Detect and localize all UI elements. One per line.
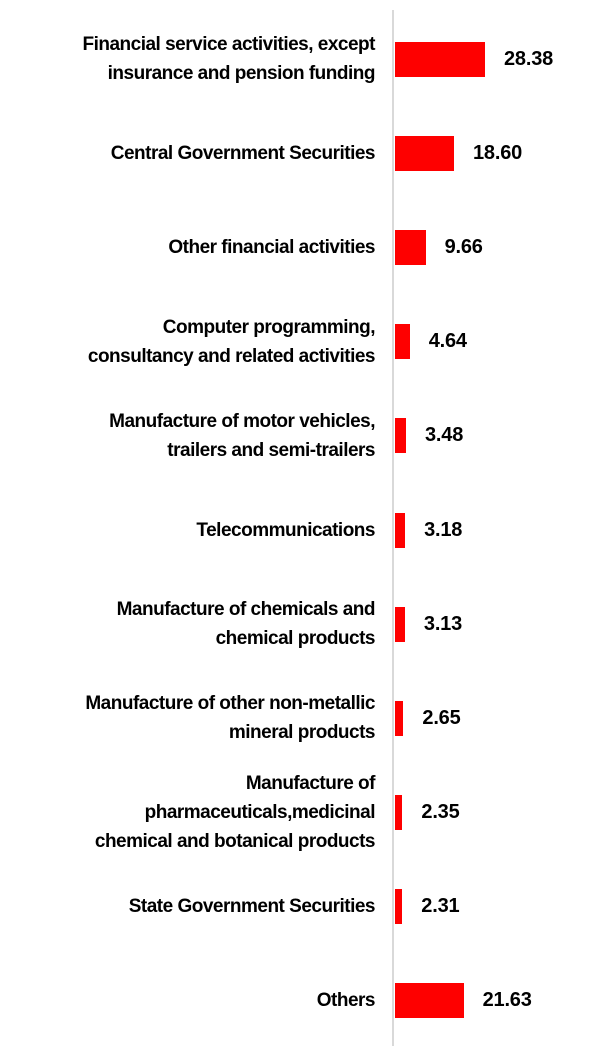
category-label-line: Central Government Securities [110,142,376,164]
bar [395,606,405,642]
category-label-line: trailers and semi-trailers [167,439,375,461]
chart-row: Manufacture of motor vehicles, trailers a… [0,389,607,483]
category-label: Manufacture of other non-metallic mineral… [0,689,375,747]
value-label: 9.66 [444,235,483,258]
category-label: Central Government Securities [0,139,376,168]
bar [395,135,454,171]
category-label: Manufacture of motor vehicles, trailers a… [0,407,375,465]
value-label: 3.48 [425,424,464,447]
bar [395,324,410,360]
category-label-line: Telecommunications [196,519,375,541]
chart-row: Other financial activities 9.66 [0,200,607,294]
value-label: 4.64 [428,330,467,353]
chart-row: Manufacture of other non-metallic mineral… [0,671,607,765]
category-axis-line [392,10,394,1046]
category-label-line: Manufacture of motor vehicles, [109,410,375,432]
bar-zone: 2.35 [395,795,460,831]
chart-row: Central Government Securities 18.60 [0,106,607,200]
bar [395,418,406,454]
chart-row: Others 21.63 [0,954,607,1048]
value-label: 21.63 [482,989,532,1012]
category-label: Manufacture of chemicals and chemical pro… [0,595,376,653]
bar-zone: 3.48 [395,418,464,454]
bar [395,700,404,736]
category-label-line: Manufacture of other non-metallic [85,693,375,715]
chart-row: State Government Securities 2.31 [0,860,607,954]
category-label-line: State Government Securities [128,896,376,918]
category-label: Other financial activities [0,233,375,262]
value-label: 2.65 [422,706,461,729]
chart-row: Computer programming, consultancy and rel… [0,295,607,389]
bar-zone: 2.31 [395,889,460,925]
chart-rows: Financial service activities, except insu… [0,12,607,1048]
category-label-line: Others [316,990,376,1012]
chart-row: Manufacture of chemicals and chemical pro… [0,577,607,671]
bar-zone: 2.65 [395,700,461,736]
category-label: Manufacture of pharmaceuticals,medicinal c… [0,769,376,856]
bar [395,889,403,925]
category-label-line: Computer programming, [162,316,376,338]
bar-zone: 21.63 [395,983,532,1019]
category-label: Telecommunications [0,516,375,545]
category-label-line: insurance and pension funding [107,63,376,85]
bar-zone: 4.64 [395,324,467,360]
bar [395,512,406,548]
value-label: 18.60 [473,141,523,164]
bar-zone: 28.38 [395,41,554,77]
chart-row: Financial service activities, except insu… [0,12,607,106]
category-label: Financial service activities, except insu… [0,30,375,88]
chart-row: Manufacture of pharmaceuticals,medicinal c… [0,766,607,860]
category-label-line: mineral products [228,722,376,744]
bar [395,41,485,77]
category-label-line: Manufacture of chemicals and [116,599,376,621]
bar [395,795,403,831]
category-label-line: Financial service activities, except [82,34,375,56]
bar-zone: 3.13 [395,606,463,642]
chart-row: Telecommunications 3.18 [0,483,607,577]
value-label: 28.38 [504,47,554,70]
bar [395,983,464,1019]
value-label: 3.18 [424,518,463,541]
category-label: State Government Securities [0,892,376,921]
category-label: Others [0,986,376,1015]
category-label-line: chemical products [215,628,376,650]
category-label-line: chemical and botanical products [94,831,376,853]
bar-zone: 18.60 [395,135,523,171]
value-label: 3.13 [423,612,463,635]
category-label-line: Manufacture of [245,773,376,795]
category-label-line: pharmaceuticals,medicinal [144,802,376,824]
bar-zone: 3.18 [395,512,463,548]
category-label: Computer programming, consultancy and rel… [0,313,376,371]
category-label-line: Other financial activities [168,236,375,258]
bar [395,229,426,265]
category-label-line: consultancy and related activities [87,345,376,367]
value-label: 2.31 [421,895,460,918]
value-label: 2.35 [421,801,460,824]
bar-zone: 9.66 [395,229,483,265]
